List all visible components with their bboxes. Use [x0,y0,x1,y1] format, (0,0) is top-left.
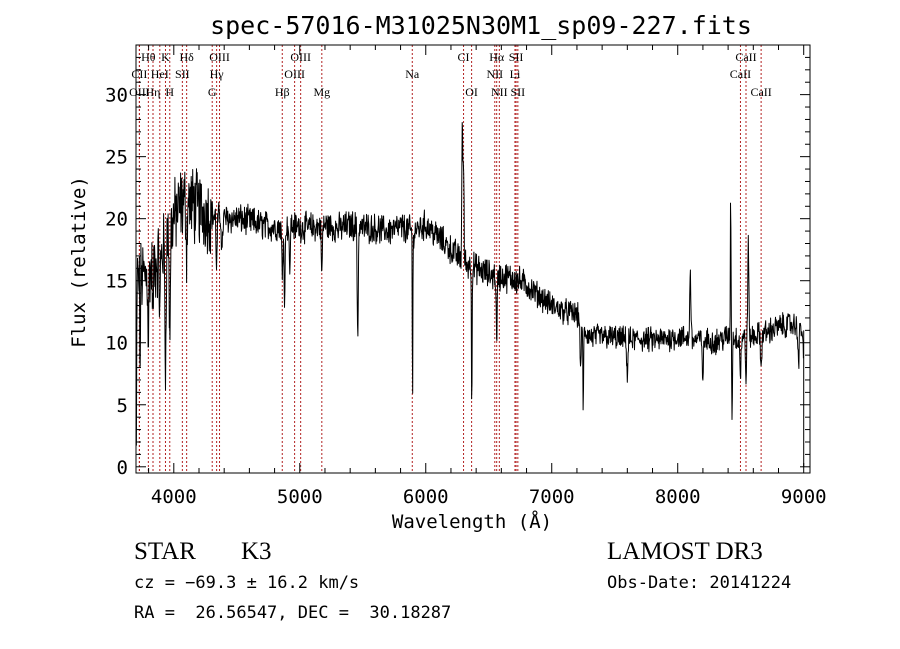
spectral-line-label: SII [509,50,524,64]
redshift-text: cz = −69.3 ± 16.2 km/s [134,573,360,593]
spectral-line-label: OI [465,85,478,99]
x-tick-label: 7000 [529,486,575,508]
object-class: STAR [134,538,196,565]
spectral-line-label: CaII [730,67,751,81]
plot-frame [135,44,811,474]
y-tick-label: 0 [117,457,128,479]
spectral-line-label: Na [405,67,420,81]
spectral-line-label: H [165,85,174,99]
spectral-line-label: CaII [750,85,771,99]
spectral-line-label: Hθ [141,50,156,64]
y-tick-label: 5 [117,395,128,417]
spectral-line-label: CII [131,67,147,81]
spectral-line-label: Hδ [179,50,194,64]
spectral-line-label: OIII [290,50,311,64]
y-tick-label: 25 [105,147,128,169]
y-tick-labels: 0 5 10 15 20 25 30 [105,85,128,479]
spectral-line-label: Hβ [275,85,290,99]
x-tick-labels: 4000 5000 6000 7000 8000 9000 [151,486,827,508]
spectral-line-label: NII [486,67,503,81]
spectral-line-label: NII [491,85,508,99]
spectral-line-label: HeI [151,67,169,81]
x-tick-label: 4000 [151,486,197,508]
spectral-line-label: SII [175,67,190,81]
spectral-line-label: K [161,50,170,64]
spectral-line-label: Li [510,67,521,81]
spectral-line-label: CaII [735,50,756,64]
spectral-line-label: CI [458,50,470,64]
spectral-line-label: Hη [146,85,161,99]
spectral-line-label: Mg [313,85,330,99]
spectral-line-label: SII [511,85,526,99]
y-tick-label: 15 [105,271,128,293]
spectral-subclass: K3 [241,538,272,565]
spectral-line-label: OIII [284,67,305,81]
x-tick-label: 8000 [655,486,701,508]
flux-series [135,122,805,467]
x-tick-label: 6000 [403,486,449,508]
x-axis-label: Wavelength (Å) [392,510,552,533]
survey-name: LAMOST DR3 [607,538,763,565]
y-tick-label: 10 [105,333,128,355]
y-tick-label: 30 [105,85,128,107]
flux-line [135,122,804,446]
x-tick-label: 9000 [781,486,827,508]
spectral-line-label: Hα [489,50,505,64]
coordinates-text: RA = 26.56547, DEC = 30.18287 [134,603,452,623]
observation-date: Obs-Date: 20141224 [607,573,792,593]
x-tick-label: 5000 [277,486,323,508]
spectral-line-label: G [208,85,217,99]
axis-ticks [136,45,810,473]
chart-title: spec-57016-M31025N30M1_sp09-227.fits [210,11,752,40]
y-axis-label: Flux (relative) [68,176,90,348]
y-tick-label: 20 [105,209,128,231]
spectral-line-label: OIII [209,50,230,64]
spectral-line-label: OIII [129,85,150,99]
spectral-line-label: Hγ [210,67,225,81]
